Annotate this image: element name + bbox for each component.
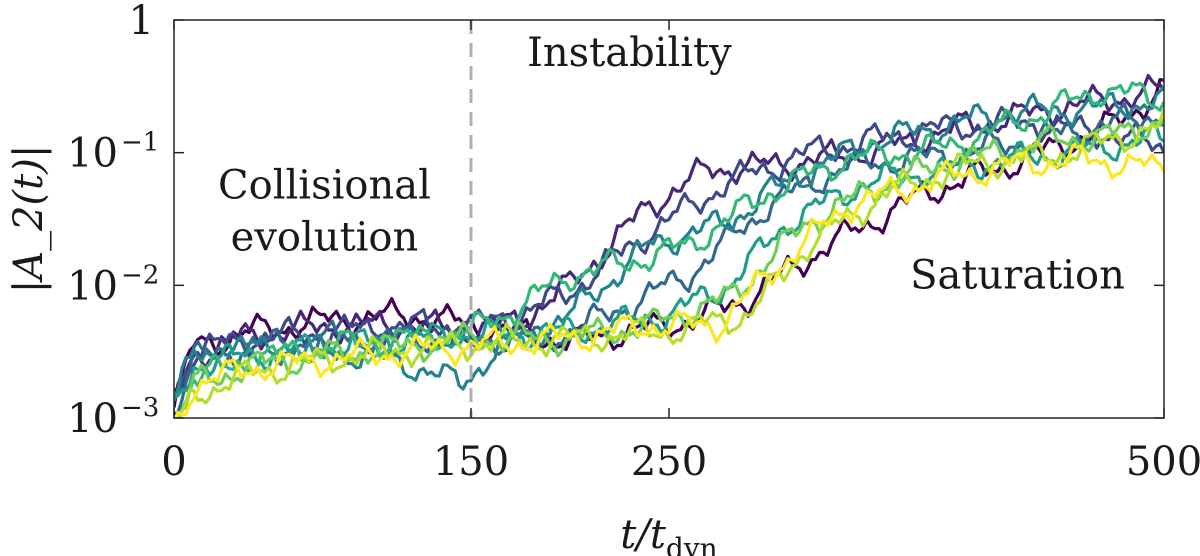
y-axis-label: |A_2(t)|	[6, 145, 52, 294]
x-tick-label: 250	[631, 439, 707, 485]
series-line-run-9	[178, 109, 1164, 418]
y-tick-exponent: −3	[121, 393, 159, 423]
region-annotation: Instability	[527, 30, 732, 76]
annotation-layer: Collisional evolution Instability Saturatio…	[218, 30, 1125, 298]
y-tick-exponent: −1	[121, 128, 159, 158]
series-line-run-10	[174, 143, 1164, 418]
y-tick-label: 10	[67, 263, 118, 309]
series-layer	[174, 73, 1164, 418]
region-annotation: Saturation	[910, 252, 1125, 298]
y-tick-label: 1	[129, 0, 154, 44]
series-line-run-8	[176, 118, 1164, 418]
series-line-run-3	[174, 105, 1164, 402]
y-tick-label: 10	[67, 131, 118, 177]
x-axis-label: t/tdyn	[620, 512, 717, 556]
x-tick-label: 150	[433, 439, 509, 485]
x-tick-label: 0	[161, 439, 186, 485]
y-tick-exponent: −2	[121, 260, 159, 290]
x-tick-label: 500	[1126, 439, 1200, 485]
region-annotation: Collisional	[218, 163, 431, 209]
series-line-run-7	[178, 81, 1164, 418]
y-tick-label: 10	[67, 396, 118, 442]
region-annotation: evolution	[231, 215, 419, 261]
